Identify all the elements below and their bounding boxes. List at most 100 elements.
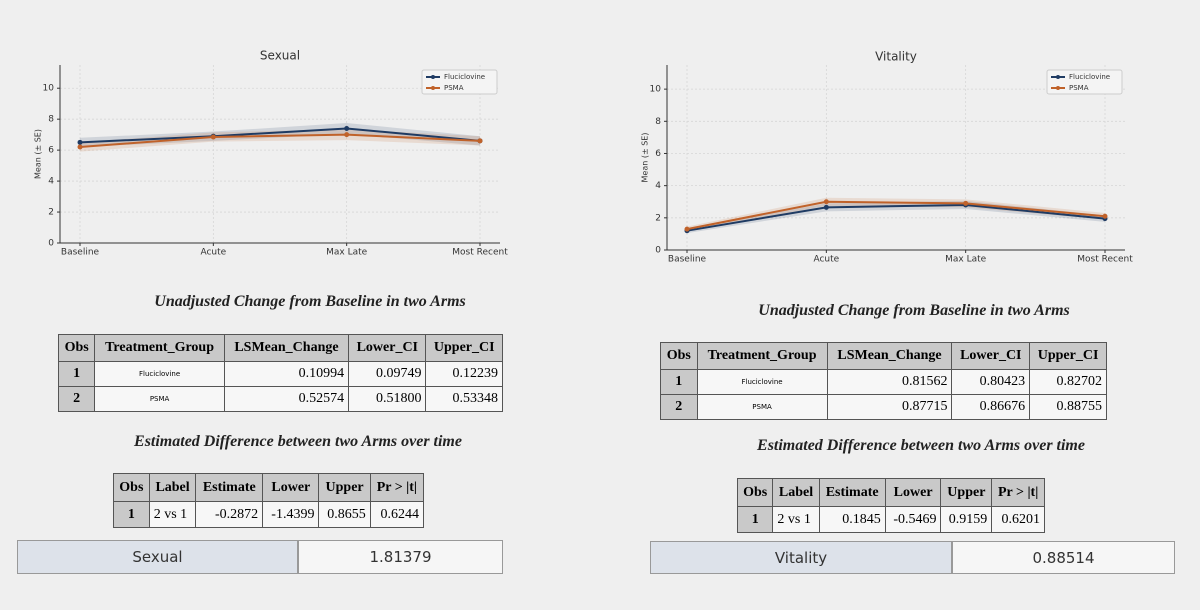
column-header: Obs bbox=[113, 473, 150, 502]
table-cell: -0.2872 bbox=[195, 501, 264, 528]
table-cell: 0.88755 bbox=[1029, 394, 1107, 420]
table-cell: 1 bbox=[113, 501, 150, 528]
table-cell: 1 bbox=[736, 506, 774, 533]
column-header: Lower_CI bbox=[348, 334, 427, 362]
point bbox=[1102, 213, 1108, 219]
header-row: Obs Label Estimate Lower Upper Pr > |t| bbox=[113, 473, 425, 502]
table-cell: 1 bbox=[660, 369, 698, 395]
table-cell: Fluciclovine bbox=[696, 369, 828, 395]
table-cell: 0.82702 bbox=[1029, 369, 1107, 395]
summary-label: Sexual bbox=[17, 540, 298, 574]
table-cell: 0.86676 bbox=[951, 394, 1031, 420]
table-cell: 2 vs 1 bbox=[772, 506, 820, 533]
table-cell: 1 bbox=[57, 361, 96, 387]
table-cell: PSMA bbox=[696, 394, 828, 420]
y-tick-label: 6 bbox=[655, 149, 661, 159]
x-tick-label: Acute bbox=[813, 255, 839, 265]
y-tick-label: 6 bbox=[48, 146, 54, 156]
summary-value: 0.88514 bbox=[952, 541, 1175, 574]
table-cell: 0.10994 bbox=[223, 361, 350, 387]
table-row: 2 PSMA 0.52574 0.51800 0.53348 bbox=[57, 386, 503, 412]
x-tick-label: Baseline bbox=[668, 255, 707, 265]
table-cell: 0.12239 bbox=[425, 361, 503, 387]
legend-label: PSMA bbox=[444, 84, 464, 92]
y-tick-label: 0 bbox=[48, 239, 54, 249]
y-tick-label: 4 bbox=[655, 181, 661, 191]
legend-marker bbox=[1056, 75, 1060, 79]
point bbox=[344, 125, 350, 131]
table-title: Unadjusted Change from Baseline in two A… bbox=[154, 293, 466, 310]
table-title: Estimated Difference between two Arms ov… bbox=[757, 437, 1085, 454]
y-axis-label: Mean (± SE) bbox=[34, 129, 43, 179]
column-header: Treatment_Group bbox=[696, 342, 828, 370]
point bbox=[477, 138, 483, 144]
point bbox=[77, 139, 83, 145]
table-cell: 0.8655 bbox=[318, 501, 371, 528]
x-tick-label: Baseline bbox=[61, 248, 100, 258]
column-header: LSMean_Change bbox=[223, 334, 350, 362]
x-tick-label: Most Recent bbox=[1077, 255, 1133, 265]
header-row: Obs Label Estimate Lower Upper Pr > |t| bbox=[736, 478, 1045, 507]
y-tick-label: 10 bbox=[43, 84, 55, 94]
column-header: Pr > |t| bbox=[369, 473, 425, 502]
header-row: Obs Treatment_Group LSMean_Change Lower_CI U… bbox=[660, 342, 1107, 370]
column-header: Label bbox=[148, 473, 197, 502]
table-cell: 0.9159 bbox=[940, 506, 993, 533]
table-cell: -1.4399 bbox=[262, 501, 320, 528]
legend-marker bbox=[1056, 86, 1060, 90]
header-row: Obs Treatment_Group LSMean_Change Lower_CI U… bbox=[57, 334, 503, 362]
legend-marker bbox=[431, 75, 435, 79]
column-header: Upper_CI bbox=[1029, 342, 1107, 370]
table-row: 1 Fluciclovine 0.81562 0.80423 0.82702 bbox=[660, 369, 1107, 395]
y-tick-label: 10 bbox=[650, 85, 662, 95]
legend-label: Fluciclovine bbox=[444, 73, 485, 81]
series-line bbox=[79, 133, 481, 149]
se-band bbox=[80, 129, 480, 152]
data-table: Obs Treatment_Group LSMean_Change Lower_CI U… bbox=[660, 342, 1107, 420]
data-table: Obs Label Estimate Lower Upper Pr > |t| 1 2 vs … bbox=[736, 478, 1045, 533]
point bbox=[963, 200, 969, 206]
summary-label: Vitality bbox=[650, 541, 952, 574]
point bbox=[210, 134, 216, 140]
table-cell: 2 bbox=[660, 394, 698, 420]
y-tick-label: 2 bbox=[655, 213, 661, 223]
y-tick-label: 2 bbox=[48, 208, 54, 218]
y-tick-label: 0 bbox=[655, 246, 661, 256]
table-cell: 0.80423 bbox=[951, 369, 1031, 395]
table-cell: 0.81562 bbox=[826, 369, 953, 395]
column-header: Obs bbox=[660, 342, 698, 370]
column-header: Lower bbox=[884, 478, 942, 507]
legend-label: Fluciclovine bbox=[1069, 73, 1110, 81]
column-header: Lower bbox=[262, 473, 320, 502]
table-cell: 2 vs 1 bbox=[148, 501, 197, 528]
y-tick-label: 4 bbox=[48, 177, 54, 187]
table-cell: 2 bbox=[57, 386, 96, 412]
series-line bbox=[686, 203, 1106, 232]
point bbox=[823, 199, 829, 205]
column-header: Label bbox=[772, 478, 820, 507]
data-table: Obs Treatment_Group LSMean_Change Lower_CI U… bbox=[57, 334, 503, 412]
x-tick-label: Max Late bbox=[945, 255, 987, 265]
column-header: Pr > |t| bbox=[991, 478, 1045, 507]
y-axis-label: Mean (± SE) bbox=[641, 133, 650, 183]
table-cell: 0.52574 bbox=[223, 386, 350, 412]
x-tick-label: Most Recent bbox=[452, 248, 508, 258]
table-row: 1 Fluciclovine 0.10994 0.09749 0.12239 bbox=[57, 361, 503, 387]
table-cell: 0.53348 bbox=[425, 386, 503, 412]
table-row: 2 PSMA 0.87715 0.86676 0.88755 bbox=[660, 394, 1107, 420]
table-cell: Fluciclovine bbox=[94, 361, 225, 387]
chart-title: Sexual bbox=[260, 49, 300, 63]
chart-title: Vitality bbox=[875, 50, 917, 64]
table-cell: 0.6244 bbox=[369, 501, 425, 528]
column-header: Lower_CI bbox=[951, 342, 1031, 370]
table-cell: 0.1845 bbox=[818, 506, 886, 533]
table-cell: 0.09749 bbox=[348, 361, 427, 387]
data-table: Obs Label Estimate Lower Upper Pr > |t| 1 2 vs … bbox=[113, 473, 425, 528]
table-title: Unadjusted Change from Baseline in two A… bbox=[758, 302, 1070, 319]
series-line bbox=[686, 200, 1106, 231]
table-cell: 0.6201 bbox=[991, 506, 1045, 533]
